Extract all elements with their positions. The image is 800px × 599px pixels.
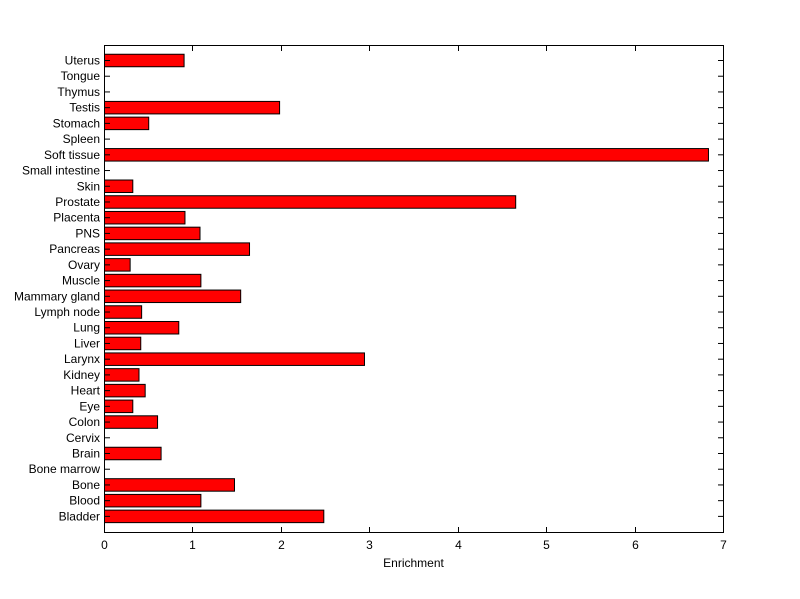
y-tick-label: Thymus	[57, 85, 100, 99]
bar	[104, 116, 150, 131]
bar	[104, 493, 202, 508]
bar	[104, 415, 159, 429]
y-tick-label: Liver	[74, 336, 100, 350]
bar	[104, 148, 709, 162]
y-tick-label: Tongue	[61, 69, 101, 83]
y-tick-label: Lung	[73, 321, 100, 335]
y-tick-label: Colon	[69, 415, 100, 429]
y-tick-label: Ovary	[68, 258, 100, 272]
x-tick-label: 0	[101, 538, 108, 552]
y-tick-label: Bone marrow	[29, 462, 101, 476]
y-tick-label: Bladder	[59, 509, 100, 523]
bar	[104, 352, 365, 366]
bar	[104, 53, 185, 68]
bar	[104, 195, 517, 209]
y-tick-label: Soft tissue	[44, 148, 100, 162]
x-tick-label: 3	[366, 538, 373, 552]
y-tick-label: Eye	[79, 399, 100, 413]
bar	[104, 478, 235, 492]
y-tick-label: Lymph node	[34, 305, 100, 319]
x-tick-label: 5	[543, 538, 550, 552]
x-axis-label: Enrichment	[383, 556, 444, 570]
bar	[104, 383, 146, 398]
axes-box	[104, 45, 724, 533]
y-tick-label: Placenta	[53, 211, 100, 225]
y-tick-label: Brain	[72, 447, 100, 461]
bar	[104, 210, 186, 225]
bar	[104, 226, 201, 241]
bar	[104, 289, 242, 304]
y-tick-label: Mammary gland	[14, 289, 100, 303]
bar	[104, 273, 202, 288]
y-tick-label: PNS	[75, 226, 100, 240]
y-tick-label: Uterus	[65, 54, 100, 68]
x-tick-label: 2	[278, 538, 285, 552]
y-tick-label: Cervix	[66, 431, 100, 445]
bar	[104, 305, 143, 319]
y-tick-label: Heart	[71, 384, 101, 398]
y-tick-label: Kidney	[63, 368, 100, 382]
bar	[104, 242, 251, 256]
x-tick-label: 7	[720, 538, 727, 552]
y-tick-label: Pancreas	[49, 242, 100, 256]
y-tick-label: Larynx	[64, 352, 100, 366]
y-tick-label: Stomach	[53, 116, 100, 130]
y-tick-label: Blood	[69, 494, 100, 508]
bar-group	[104, 53, 709, 524]
bar	[104, 320, 180, 335]
y-tick-label: Small intestine	[22, 164, 100, 178]
y-tick-label: Spleen	[63, 132, 100, 146]
bar	[104, 509, 325, 524]
y-tick-label: Muscle	[62, 274, 100, 288]
y-tick-label: Testis	[69, 101, 100, 115]
x-tick-label: 1	[189, 538, 196, 552]
bar	[104, 100, 281, 115]
x-tick-label: 4	[455, 538, 462, 552]
y-tick-label: Bone	[72, 478, 100, 492]
y-tick-label: Prostate	[55, 195, 100, 209]
y-tick-label: Skin	[77, 179, 100, 193]
bar	[104, 446, 162, 461]
x-tick-label: 6	[632, 538, 639, 552]
